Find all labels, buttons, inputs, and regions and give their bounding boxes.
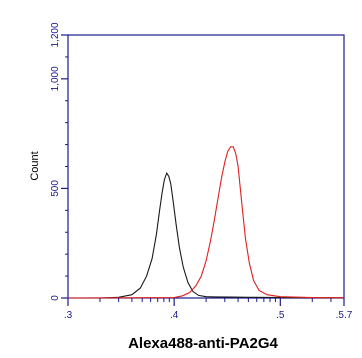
series-1-curve xyxy=(67,146,345,299)
y-tick-label-2: 1,000 xyxy=(50,66,61,91)
y-tick-label-1: 500 xyxy=(50,180,61,197)
x-tick-label-3: .5.7 xyxy=(336,310,353,321)
x-tick-label-1: .4 xyxy=(170,310,179,321)
x-axis: .3 .4 .5 .5.7 xyxy=(64,298,353,321)
series-0-curve xyxy=(68,171,345,299)
y-axis: 0 500 1,000 1,200 xyxy=(50,22,68,301)
series-layer xyxy=(67,146,345,299)
x-tick-label-0: .3 xyxy=(64,310,73,321)
x-axis-label: Alexa488-anti-PA2G4 xyxy=(128,335,278,352)
y-tick-label-3: 1,200 xyxy=(50,22,61,47)
plot-frame xyxy=(67,34,345,299)
x-tick-label-2: .5 xyxy=(276,310,285,321)
y-axis-label: Count xyxy=(29,151,41,180)
y-tick-label-0: 0 xyxy=(50,295,61,301)
